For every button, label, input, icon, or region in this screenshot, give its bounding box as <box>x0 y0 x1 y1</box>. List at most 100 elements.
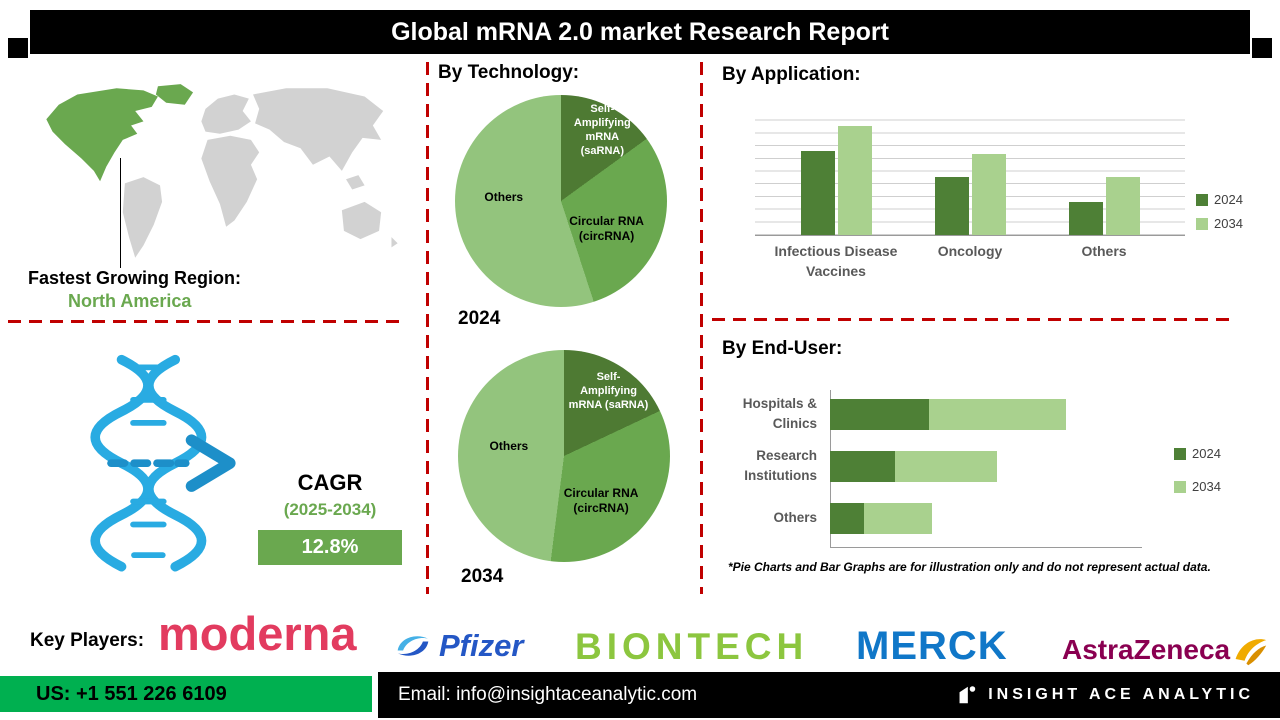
header-bar: Global mRNA 2.0 market Research Report <box>30 10 1250 54</box>
category-label: Others <box>1081 243 1127 259</box>
cagr-block: CAGR (2025-2034) 12.8% <box>258 470 402 565</box>
insightace-logo-icon <box>959 686 976 704</box>
bar-group-infectious-disease-vaccines <box>800 108 872 235</box>
divider-vertical-1 <box>426 62 429 594</box>
new-zealand-region <box>391 237 398 248</box>
pie-slice-label-others: Others <box>489 439 529 454</box>
legend-item-2024: 2024 <box>1196 192 1243 207</box>
decor-square-right <box>1252 38 1272 58</box>
south-america-region <box>122 177 163 258</box>
brand-block: INSIGHT ACE ANALYTIC <box>954 683 1254 707</box>
cagr-period: (2025-2034) <box>283 500 377 519</box>
bar-segment-2024 <box>830 398 930 430</box>
greenland-region <box>155 84 194 105</box>
africa-region <box>201 135 260 227</box>
dna-icon <box>90 354 236 572</box>
pie-slice-label-circrna: Circular RNA (circRNA) <box>563 485 639 515</box>
category-label: Oncology <box>937 243 1003 259</box>
decor-square-left <box>8 38 28 58</box>
application-bar-chart <box>755 108 1185 236</box>
legend-label-2034: 2034 <box>1214 216 1243 231</box>
application-category-labels: Infectious Disease Vaccines Oncology Oth… <box>755 242 1185 281</box>
dna-arrow <box>107 434 236 492</box>
logo-biontech: BIONTECH <box>575 626 809 667</box>
pie-year-2034: 2034 <box>461 566 504 587</box>
pie-slice-label-sarna: Self-Amplifying mRNA (saRNA) <box>573 103 631 157</box>
end-user-row-research: Research Institutions <box>712 440 1140 492</box>
dna-rungs <box>130 364 167 559</box>
north-america-region <box>46 88 158 182</box>
logo-astrazeneca: AstraZeneca <box>1062 632 1268 668</box>
bar-track <box>830 450 1140 482</box>
divider-left-horizontal <box>8 320 400 323</box>
astrazeneca-swoosh-icon <box>1235 639 1267 666</box>
legend-item-2034: 2034 <box>1196 216 1243 231</box>
legend-label-2024: 2024 <box>1192 446 1221 461</box>
astrazeneca-wordmark: AstraZeneca <box>1062 634 1231 665</box>
asia-region <box>253 88 384 171</box>
bar-segment-2034 <box>895 450 998 482</box>
bar-2024 <box>1068 201 1103 235</box>
bar-2034 <box>1105 176 1140 235</box>
application-legend: 2024 2034 <box>1196 192 1243 231</box>
legend-swatch-2034 <box>1196 217 1208 230</box>
end-user-heading: By End-User: <box>722 338 843 359</box>
logo-moderna: moderna <box>158 607 357 660</box>
row-label: Research Institutions <box>744 448 817 483</box>
category-label: Infectious Disease Vaccines <box>774 243 898 279</box>
pie-chart-2024: Self-Amplifying mRNA (saRNA) Circular RN… <box>455 95 667 307</box>
footer-bar: Email: info@insightaceanalytic.com INSIG… <box>378 672 1280 718</box>
bar-segment-2024 <box>830 502 865 534</box>
legend-label-2024: 2024 <box>1214 192 1243 207</box>
bar-track <box>830 398 1140 430</box>
legend-label-2034: 2034 <box>1192 479 1221 494</box>
europe-region <box>201 94 251 134</box>
bar-2024 <box>800 151 835 235</box>
page-title: Global mRNA 2.0 market Research Report <box>391 17 889 46</box>
bar-segment-2024 <box>830 450 896 482</box>
application-heading: By Application: <box>722 64 861 85</box>
logo-pfizer: Pfizer <box>393 628 523 664</box>
bar-segment-2034 <box>864 502 933 534</box>
southeast-asia-region <box>346 175 365 190</box>
disclaimer-footnote: *Pie Charts and Bar Graphs are for illus… <box>728 560 1211 574</box>
phone-number: US: +1 551 226 6109 <box>36 682 227 705</box>
bar-2034 <box>971 153 1006 235</box>
brand-name: INSIGHT ACE ANALYTIC <box>988 686 1254 703</box>
pie-year-2024: 2024 <box>458 308 501 329</box>
legend-item-2034: 2034 <box>1174 479 1221 494</box>
email-address: Email: info@insightaceanalytic.com <box>398 684 698 705</box>
pie-chart-2034: Self-Amplifying mRNA (saRNA) Circular RN… <box>458 350 670 562</box>
technology-heading: By Technology: <box>438 62 580 83</box>
pfizer-wordmark: Pfizer <box>439 628 524 663</box>
cagr-value-badge: 12.8% <box>258 530 402 565</box>
world-map <box>46 84 398 258</box>
bar-2034 <box>837 125 872 235</box>
phone-bar: US: +1 551 226 6109 <box>0 676 372 712</box>
pie-slice-label-sarna: Self-Amplifying mRNA (saRNA) <box>568 371 649 411</box>
bar-2024 <box>934 176 969 235</box>
bar-track <box>830 502 1140 534</box>
pie-slice-label-others: Others <box>484 190 524 205</box>
pfizer-swirl-icon <box>397 636 429 656</box>
bar-segment-2034 <box>929 398 1066 430</box>
row-label: Others <box>773 510 817 526</box>
logo-merck: MERCK <box>856 624 1008 668</box>
legend-item-2024: 2024 <box>1174 446 1221 461</box>
map-pointer-line <box>120 158 121 268</box>
legend-swatch-2024 <box>1174 447 1186 460</box>
end-user-bar-chart: Hospitals & Clinics Research Institution… <box>712 388 1140 544</box>
bar-group-others <box>1068 108 1140 235</box>
bar-group-oncology <box>934 108 1006 235</box>
end-user-row-others: Others <box>712 492 1140 544</box>
end-user-legend: 2024 2034 <box>1174 446 1221 494</box>
legend-swatch-2034 <box>1174 480 1186 493</box>
divider-right-horizontal <box>712 318 1232 321</box>
key-players-label: Key Players: <box>30 630 145 651</box>
legend-swatch-2024 <box>1196 193 1208 206</box>
fastest-region-label: Fastest Growing Region: <box>28 268 242 288</box>
end-user-row-hospitals: Hospitals & Clinics <box>712 388 1140 440</box>
pie-slice-label-circrna: Circular RNA (circRNA) <box>569 213 644 243</box>
row-label: Hospitals & Clinics <box>742 396 817 431</box>
